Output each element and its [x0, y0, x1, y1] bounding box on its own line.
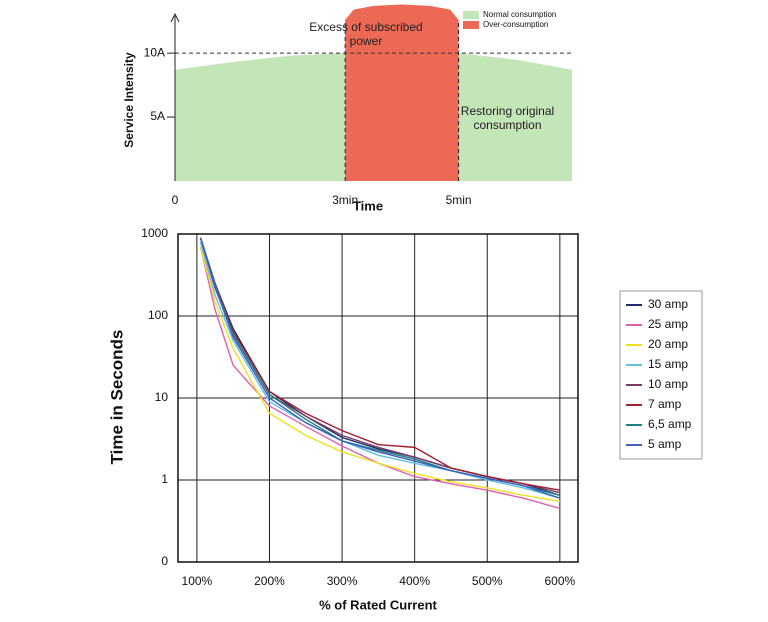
legend-label: 25 amp [648, 317, 688, 331]
legend-swatch [463, 11, 479, 19]
y-tick-label: 0 [161, 554, 168, 568]
x-tick-label: 400% [399, 574, 430, 588]
legend-label: 7 amp [648, 397, 682, 411]
y-axis-label: Service Intensity [122, 52, 136, 148]
x-tick-label: 3min [332, 193, 358, 207]
legend-swatch [463, 21, 479, 29]
y-tick-label: 1000 [141, 226, 168, 240]
y-axis-label: Time in Seconds [107, 330, 126, 465]
line [199, 246, 560, 502]
legend-label: 5 amp [648, 437, 682, 451]
legend-box [619, 290, 703, 460]
legend-label: 20 amp [648, 337, 688, 351]
x-tick-label: 600% [544, 574, 575, 588]
annotation: Excess of subscribed power [309, 20, 423, 48]
axis-arrow [170, 12, 180, 23]
area [458, 53, 572, 182]
line [199, 246, 561, 510]
x-tick-label: 5min [446, 193, 472, 207]
legend-label: 15 amp [648, 357, 688, 371]
x-tick-label: 100% [182, 574, 213, 588]
x-tick-label: 300% [327, 574, 358, 588]
y-tick-label: 10A [144, 45, 165, 59]
legend-label: 30 amp [648, 297, 688, 311]
legend-label: Normal consumption [483, 10, 556, 19]
line [199, 237, 561, 499]
y-tick-label: 5A [150, 109, 165, 123]
y-tick-label: 1 [161, 472, 168, 486]
y-tick-label: 10 [155, 390, 169, 404]
legend-label: 10 amp [648, 377, 688, 391]
area [345, 4, 459, 181]
x-tick-label: 500% [472, 574, 503, 588]
plot-frame [177, 233, 579, 563]
x-axis-label: % of Rated Current [319, 597, 437, 612]
area [175, 53, 346, 182]
annotation: Restoring original consumption [460, 104, 555, 132]
x-tick-label: 0 [172, 193, 179, 207]
legend-label: Over-consumption [483, 20, 548, 29]
line [199, 241, 561, 499]
line [199, 237, 560, 491]
y-tick-label: 100 [148, 308, 168, 322]
x-tick-label: 200% [254, 574, 285, 588]
x-axis-label: Time [353, 198, 383, 213]
legend-label: 6,5 amp [648, 417, 692, 431]
